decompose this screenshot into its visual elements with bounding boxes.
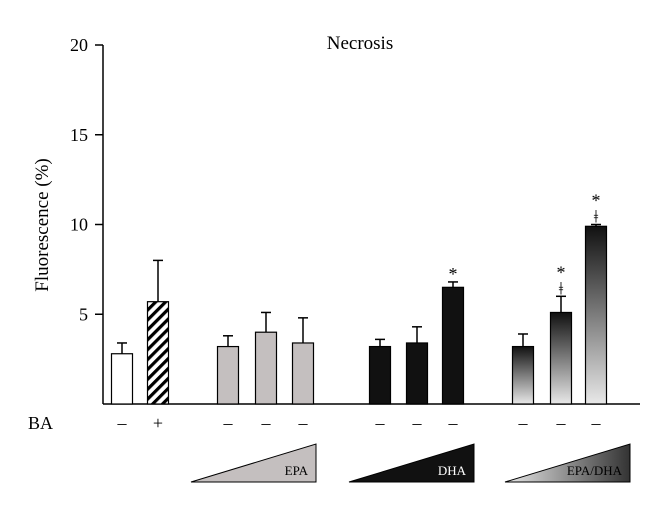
bar <box>584 225 608 405</box>
wedge-label: EPA <box>285 463 309 478</box>
y-tick-label: 10 <box>70 215 88 235</box>
wedge-label: EPA/DHA <box>567 463 623 478</box>
bars: * *ǂ*ǂ <box>110 191 608 405</box>
bar <box>216 345 240 405</box>
y-tick-label: 5 <box>79 304 88 324</box>
ba-marker: – <box>591 413 602 433</box>
bar <box>549 311 573 405</box>
ba-marker: – <box>448 413 459 433</box>
concentration-wedges: EPA DHA EPA/DHA <box>190 443 631 483</box>
concentration-wedge <box>190 443 317 483</box>
concentration-wedge <box>348 443 475 483</box>
concentration-wedge <box>504 443 631 483</box>
y-tick-label: 15 <box>70 125 88 145</box>
ba-row-label: BA <box>28 413 53 433</box>
ba-marker: – <box>556 413 567 433</box>
ba-marker: + <box>153 413 163 433</box>
ba-markers: – + – – – – – – – – – <box>117 413 602 433</box>
bar <box>110 353 134 405</box>
ba-marker: – <box>117 413 128 433</box>
bar <box>291 342 315 405</box>
ba-marker: – <box>518 413 529 433</box>
chart-title: Necrosis <box>327 33 393 54</box>
significance-asterisk: * <box>592 191 601 211</box>
wedge-label: DHA <box>438 463 467 478</box>
ba-marker: – <box>223 413 234 433</box>
ba-marker: – <box>375 413 386 433</box>
bar <box>405 342 429 405</box>
significance-dagger: ǂ <box>594 207 599 227</box>
significance-asterisk: * <box>449 264 458 284</box>
ba-marker: – <box>298 413 309 433</box>
bar <box>368 345 392 405</box>
y-ticks: 5 10 15 20 <box>70 35 103 324</box>
y-axis-label: Fluorescence (%) <box>32 158 53 291</box>
bar <box>146 301 170 405</box>
bar <box>511 345 535 405</box>
significance-asterisk: * <box>557 262 566 282</box>
ba-marker: – <box>261 413 272 433</box>
significance-dagger: ǂ <box>559 278 564 298</box>
ba-marker: – <box>412 413 423 433</box>
bar <box>254 331 278 405</box>
y-tick-label: 20 <box>70 35 88 55</box>
bar <box>441 286 465 405</box>
